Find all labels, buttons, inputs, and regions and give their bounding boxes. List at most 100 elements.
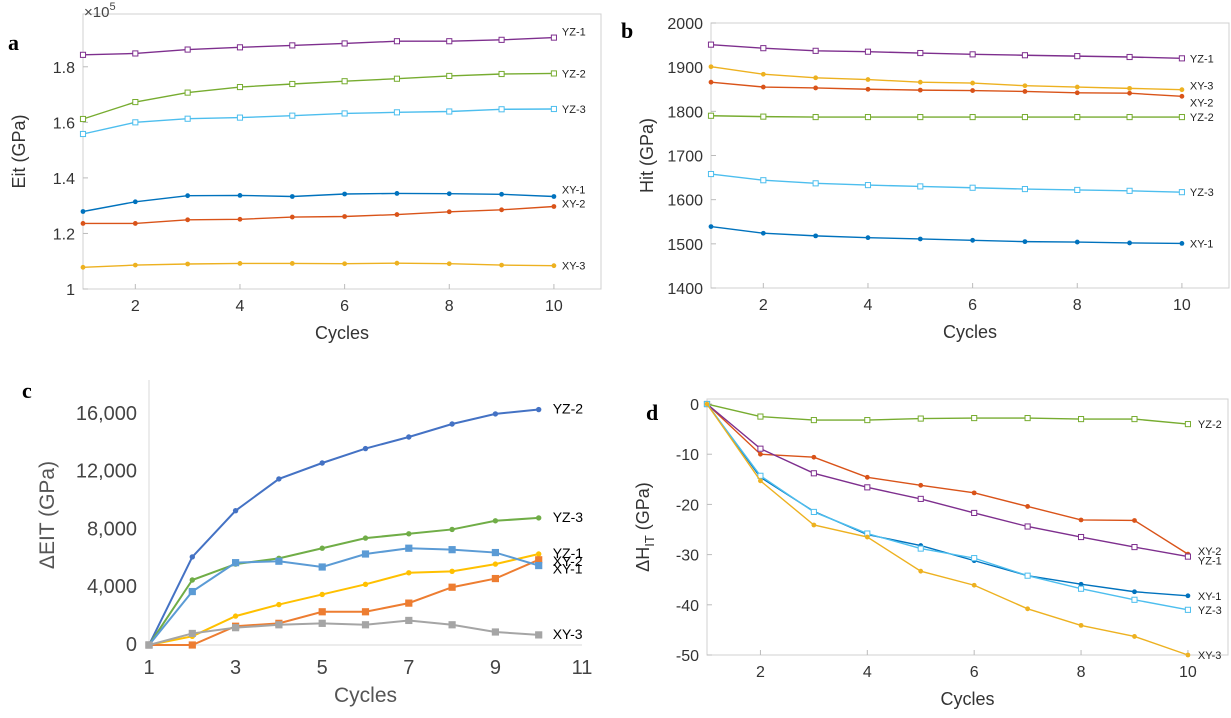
data-point-XY-1 [289, 194, 295, 199]
data-point-YZ-3 [1024, 572, 1031, 579]
series-line-YZ-1 [706, 403, 1189, 558]
y-tick-label: 8,000 [87, 518, 137, 540]
series-line-YZ-2 [710, 115, 1182, 118]
data-point-YZ-1 [184, 46, 191, 53]
data-point-YZ-2 [810, 417, 817, 424]
x-tick-label: 4 [864, 297, 873, 314]
data-point-YZ-1 [550, 34, 557, 41]
y-tick-label: 2000 [667, 16, 703, 33]
x-tick-label: 2 [756, 664, 765, 681]
data-point-YZ-1 [1178, 55, 1185, 62]
data-point-YZ-1 [393, 38, 400, 45]
data-point-XY-1 [491, 548, 499, 557]
data-point-XY-1 [760, 230, 766, 236]
data-point-YZ-1 [810, 470, 817, 477]
data-point-YZ-3 [1131, 596, 1138, 603]
data-point-XY-3 [811, 522, 817, 528]
data-point-YZ-3 [79, 130, 87, 138]
data-point-YZ-2 [864, 114, 872, 121]
y-axis-label: Eit (GPa) [9, 114, 29, 188]
series-line-XY-2 [149, 558, 540, 646]
data-point-XY-3 [1025, 606, 1031, 612]
data-point-YZ-3 [1178, 189, 1185, 196]
series-line-YZ-1 [148, 553, 539, 646]
y-tick-label: 1900 [667, 60, 703, 77]
data-point-XY-2 [535, 556, 543, 564]
data-point-XY-3 [535, 631, 543, 639]
data-point-YZ-3 [550, 105, 557, 113]
data-point-XY-2 [758, 451, 763, 457]
data-point-YZ-1 [289, 42, 296, 49]
series-label-XY-1: XY-1 [1190, 238, 1213, 250]
y-tick-label: 0 [126, 634, 137, 656]
series-label-YZ-2: YZ-2 [1198, 419, 1222, 431]
data-point-YZ-2 [341, 78, 348, 85]
data-point-XY-3 [185, 261, 191, 267]
data-point-XY-1 [342, 191, 348, 197]
data-point-XY-3 [405, 616, 413, 625]
data-point-XY-1 [275, 557, 283, 565]
panel-a-chart: 2 4 6 8 10 1 1.2 1.4 1.6 1.8 ×105 Cycles Eit (GPa) YZ… [9, 1, 602, 343]
x-tick-label: 4 [863, 664, 872, 681]
series-label-XY-2: XY-2 [1198, 546, 1221, 558]
data-point-YZ-1 [1021, 52, 1028, 59]
data-point-XY-2 [188, 641, 196, 649]
data-point-XY-1 [813, 233, 819, 239]
data-point-XY-2 [318, 608, 326, 616]
panel-c-chart: 1 3 5 7 9 11 0 4,000 8,000 12,000 16,000 Cycles ΔEIT… [36, 380, 592, 707]
data-point-XY-1 [80, 209, 86, 214]
y-exponent-power: 5 [109, 1, 115, 13]
data-point-YZ-3 [917, 183, 924, 190]
y-axis-label: Hit (GPa) [637, 118, 657, 193]
data-point-XY-3 [1022, 83, 1028, 89]
x-tick-label: 11 [572, 657, 593, 679]
data-point-YZ-1 [707, 41, 715, 48]
data-point-XY-2 [551, 204, 557, 209]
data-point-XY-1 [318, 563, 326, 571]
data-point-XY-2 [865, 86, 871, 92]
series-line-XY-1 [148, 547, 539, 646]
panel-d-frame [706, 398, 1229, 656]
x-tick-label: 6 [968, 297, 977, 314]
data-point-XY-3 [446, 261, 452, 267]
data-point-YZ-3 [236, 114, 244, 121]
series-label-YZ-1: YZ-1 [1190, 53, 1214, 65]
series-label-XY-3: XY-3 [1190, 81, 1213, 93]
series-label-YZ-1: YZ-1 [562, 27, 586, 39]
data-point-YZ-3 [498, 106, 505, 113]
data-point-YZ-1 [492, 561, 499, 567]
series-line-YZ-3 [706, 403, 1189, 611]
data-point-XY-3 [275, 621, 283, 629]
data-point-YZ-2 [184, 89, 191, 96]
data-point-XY-2 [1179, 93, 1185, 99]
data-point-XY-2 [970, 88, 976, 93]
data-point-XY-1 [232, 559, 240, 567]
x-tick-label: 10 [545, 298, 563, 315]
data-point-XY-2 [811, 454, 817, 460]
panel-b-chart: 2 4 6 8 10 1400 1500 1600 1700 1800 1900 2000 Cycles… [637, 16, 1230, 342]
data-point-YZ-2 [289, 80, 296, 88]
series-label-YZ-2: YZ-2 [1190, 112, 1214, 124]
data-point-XY-1 [865, 235, 871, 241]
data-point-XY-3 [289, 261, 295, 266]
data-point-XY-1 [446, 191, 452, 197]
data-point-YZ-2 [1074, 114, 1081, 121]
data-point-XY-3 [188, 629, 196, 638]
data-point-XY-3 [499, 262, 504, 268]
y-tick-label: 1600 [667, 193, 703, 210]
panel-letter-b: b [621, 18, 633, 43]
data-point-YZ-2 [707, 112, 715, 119]
x-tick-label: 5 [317, 657, 328, 679]
data-point-YZ-1 [1024, 523, 1031, 530]
y-tick-label: 12,000 [76, 461, 137, 483]
data-point-XY-1 [405, 544, 413, 552]
data-point-XY-2 [185, 217, 191, 223]
data-point-YZ-3 [449, 526, 455, 533]
data-point-XY-3 [132, 262, 138, 268]
data-point-XY-3 [1185, 652, 1191, 658]
x-tick-label: 4 [236, 298, 245, 315]
y-tick-label: 1.8 [53, 60, 75, 77]
x-tick-label: 2 [759, 297, 768, 314]
data-point-XY-3 [318, 619, 326, 627]
data-point-YZ-2 [446, 72, 453, 80]
